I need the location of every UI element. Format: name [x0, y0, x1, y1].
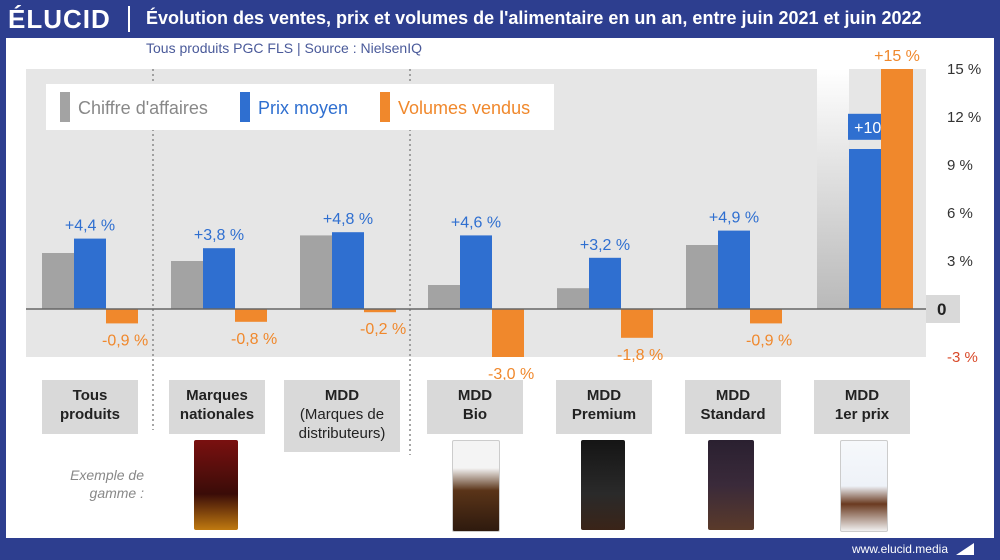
y-tick-label: 3 %	[947, 253, 973, 270]
product-image-mdd-1er-prix	[840, 440, 888, 532]
bar-prix-moyen	[332, 232, 364, 309]
bar-chiffre-d-affaires	[686, 245, 718, 309]
category-label-mdd-bio: MDD Bio	[427, 380, 523, 434]
data-label: -3,0 %	[488, 366, 534, 383]
y-tick-label: 12 %	[947, 109, 981, 126]
legend-label: Volumes vendus	[398, 98, 530, 118]
product-image-mdd-premium	[581, 440, 625, 530]
bar-prix-moyen	[718, 230, 750, 309]
page-title: Évolution des ventes, prix et volumes de…	[146, 8, 922, 28]
bar-chiffre-d-affaires	[428, 285, 460, 309]
data-label: +4,4 %	[65, 218, 115, 235]
legend-label: Prix moyen	[258, 98, 348, 118]
header-bar	[0, 0, 1000, 38]
data-label: +15 %	[874, 48, 920, 65]
bar-volumes-vendus	[364, 309, 396, 313]
bar-volumes-vendus	[492, 309, 524, 357]
bar-chiffre-d-affaires	[42, 253, 74, 309]
bar-prix-moyen	[849, 149, 881, 309]
bar-volumes-vendus	[881, 69, 913, 309]
y-tick-label: -3 %	[947, 349, 978, 366]
bar-volumes-vendus	[750, 309, 782, 324]
brand-logo[interactable]: ÉLUCID	[8, 4, 111, 34]
legend-swatch	[60, 92, 70, 122]
y-tick-label-zero: 0	[937, 300, 946, 319]
data-label: -1,8 %	[617, 347, 663, 364]
bar-chiffre-d-affaires	[171, 261, 203, 309]
bar-prix-moyen	[460, 235, 492, 309]
category-label-marques-nationales: Marques nationales	[169, 380, 265, 434]
data-label: -0,9 %	[746, 332, 792, 349]
category-label-mdd-standard: MDD Standard	[685, 380, 781, 434]
data-label: -0,8 %	[231, 331, 277, 348]
bar-volumes-vendus	[621, 309, 653, 338]
bar-chiffre-d-affaires	[300, 235, 332, 309]
bar-volumes-vendus	[235, 309, 267, 322]
y-tick-label: 6 %	[947, 205, 973, 222]
category-label-tous-produits: Tous produits	[42, 380, 138, 434]
data-label: -0,2 %	[360, 321, 406, 338]
y-tick-label: 9 %	[947, 157, 973, 174]
data-label: +4,8 %	[323, 211, 373, 228]
product-image-cote-dor	[194, 440, 238, 530]
legend-label: Chiffre d'affaires	[78, 98, 208, 118]
brand-mark-icon	[956, 543, 974, 555]
example-label: Exemple de gamme :	[70, 467, 144, 501]
subtitle: Tous produits PGC FLS | Source : Nielsen…	[146, 40, 422, 56]
bar-chiffre-d-affaires	[817, 69, 849, 309]
product-image-mdd-bio	[452, 440, 500, 532]
bar-prix-moyen	[74, 238, 106, 309]
category-label-mdd-1er-prix: MDD 1er prix	[814, 380, 910, 434]
bar-prix-moyen	[589, 257, 621, 309]
data-label: +4,9 %	[709, 210, 759, 227]
category-label-mdd-premium: MDD Premium	[556, 380, 652, 434]
footer-url[interactable]: www.elucid.media	[851, 542, 948, 556]
category-label-mdd: MDD (Marques de distributeurs)	[284, 380, 400, 452]
data-label: +4,6 %	[451, 214, 501, 231]
legend-swatch	[380, 92, 390, 122]
legend-box	[46, 84, 554, 130]
zero-label-bg	[926, 295, 960, 323]
bar-chiffre-d-affaires	[557, 288, 589, 309]
data-label: +3,2 %	[580, 237, 630, 254]
y-tick-label: 15 %	[947, 61, 981, 78]
legend-swatch	[240, 92, 250, 122]
data-label: -0,9 %	[102, 332, 148, 349]
data-label: +3,8 %	[194, 227, 244, 244]
bar-prix-moyen	[203, 248, 235, 309]
logo-divider	[128, 6, 130, 32]
product-image-mdd-standard	[708, 440, 754, 530]
bar-volumes-vendus	[106, 309, 138, 324]
